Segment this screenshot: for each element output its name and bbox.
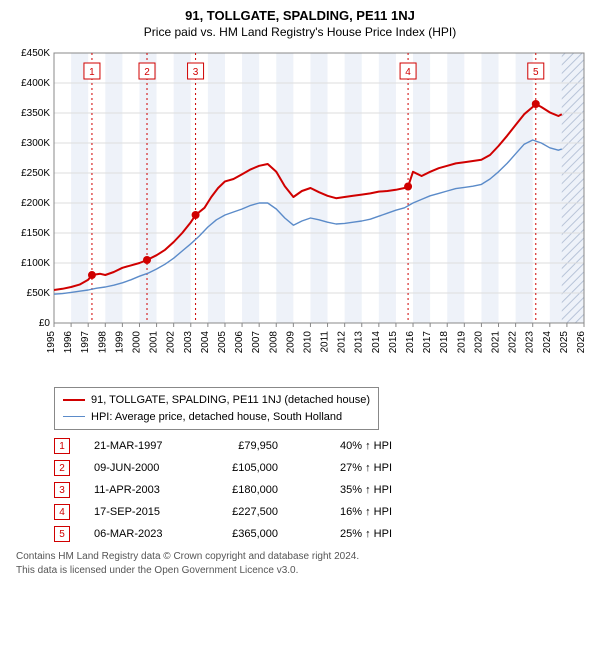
svg-text:2003: 2003 (183, 331, 194, 354)
svg-text:2008: 2008 (268, 331, 279, 354)
svg-text:£250K: £250K (21, 168, 50, 179)
chart-subtitle: Price paid vs. HM Land Registry's House … (6, 25, 594, 39)
svg-text:2000: 2000 (131, 331, 142, 354)
sale-price: £105,000 (208, 462, 278, 474)
legend: 91, TOLLGATE, SPALDING, PE11 1NJ (detach… (54, 387, 379, 430)
svg-text:£50K: £50K (27, 288, 51, 299)
svg-text:2018: 2018 (439, 331, 450, 354)
sale-row: 5 06-MAR-2023 £365,000 25% ↑ HPI (54, 526, 584, 542)
legend-item-property: 91, TOLLGATE, SPALDING, PE11 1NJ (detach… (63, 392, 370, 409)
svg-text:2002: 2002 (166, 331, 177, 354)
svg-text:2009: 2009 (285, 331, 296, 354)
sale-row: 3 11-APR-2003 £180,000 35% ↑ HPI (54, 482, 584, 498)
chart-title: 91, TOLLGATE, SPALDING, PE11 1NJ (6, 8, 594, 23)
sale-date: 06-MAR-2023 (94, 528, 184, 540)
sale-row: 2 09-JUN-2000 £105,000 27% ↑ HPI (54, 460, 584, 476)
sale-row: 4 17-SEP-2015 £227,500 16% ↑ HPI (54, 504, 584, 520)
svg-text:2015: 2015 (388, 331, 399, 354)
svg-text:2007: 2007 (251, 331, 262, 354)
svg-text:£100K: £100K (21, 258, 50, 269)
svg-text:2005: 2005 (217, 331, 228, 354)
svg-text:2024: 2024 (542, 331, 553, 354)
sale-price: £365,000 (208, 528, 278, 540)
sale-date: 17-SEP-2015 (94, 506, 184, 518)
svg-text:2012: 2012 (337, 331, 348, 354)
sale-date: 21-MAR-1997 (94, 440, 184, 452)
svg-text:2013: 2013 (354, 331, 365, 354)
legend-item-hpi: HPI: Average price, detached house, Sout… (63, 409, 370, 426)
svg-text:2016: 2016 (405, 331, 416, 354)
svg-text:2006: 2006 (234, 331, 245, 354)
sale-date: 09-JUN-2000 (94, 462, 184, 474)
svg-text:1999: 1999 (114, 331, 125, 354)
svg-text:2004: 2004 (200, 331, 211, 354)
legend-label: HPI: Average price, detached house, Sout… (91, 409, 342, 426)
svg-text:£150K: £150K (21, 228, 50, 239)
svg-text:£0: £0 (39, 318, 51, 329)
svg-text:£450K: £450K (21, 48, 50, 59)
svg-text:2017: 2017 (422, 331, 433, 354)
svg-text:5: 5 (533, 67, 539, 78)
sale-diff: 40% ↑ HPI (302, 440, 392, 452)
sale-table: 1 21-MAR-1997 £79,950 40% ↑ HPI 2 09-JUN-2000… (54, 438, 584, 542)
svg-text:2010: 2010 (302, 331, 313, 354)
sale-number-box: 3 (54, 482, 70, 498)
svg-text:2020: 2020 (473, 331, 484, 354)
sale-number-box: 5 (54, 526, 70, 542)
svg-text:3: 3 (193, 67, 199, 78)
svg-text:£400K: £400K (21, 78, 50, 89)
svg-text:1998: 1998 (97, 331, 108, 354)
footer-line: Contains HM Land Registry data © Crown c… (16, 550, 584, 564)
sale-diff: 25% ↑ HPI (302, 528, 392, 540)
sale-number-box: 1 (54, 438, 70, 454)
svg-text:2011: 2011 (320, 331, 331, 353)
svg-text:2021: 2021 (491, 331, 502, 354)
sale-diff: 35% ↑ HPI (302, 484, 392, 496)
sale-price: £227,500 (208, 506, 278, 518)
svg-text:£200K: £200K (21, 198, 50, 209)
svg-text:2: 2 (144, 67, 150, 78)
svg-text:2026: 2026 (576, 331, 587, 354)
svg-text:4: 4 (405, 67, 411, 78)
svg-text:2023: 2023 (525, 331, 536, 354)
sale-price: £79,950 (208, 440, 278, 452)
svg-text:£350K: £350K (21, 108, 50, 119)
chart: £0 £50K £100K £150K £200K £250K £300K £350K £400… (6, 43, 594, 383)
svg-text:2022: 2022 (508, 331, 519, 354)
sale-number-box: 2 (54, 460, 70, 476)
legend-label: 91, TOLLGATE, SPALDING, PE11 1NJ (detach… (91, 392, 370, 409)
sale-row: 1 21-MAR-1997 £79,950 40% ↑ HPI (54, 438, 584, 454)
svg-text:1: 1 (89, 67, 95, 78)
svg-text:1996: 1996 (63, 331, 74, 354)
footer-line: This data is licensed under the Open Gov… (16, 564, 584, 578)
svg-text:2019: 2019 (456, 331, 467, 354)
sale-date: 11-APR-2003 (94, 484, 184, 496)
sale-diff: 27% ↑ HPI (302, 462, 392, 474)
svg-text:2014: 2014 (371, 331, 382, 354)
svg-text:£300K: £300K (21, 138, 50, 149)
svg-text:2001: 2001 (149, 331, 160, 354)
svg-text:1997: 1997 (80, 331, 91, 354)
sale-diff: 16% ↑ HPI (302, 506, 392, 518)
sale-price: £180,000 (208, 484, 278, 496)
sale-number-box: 4 (54, 504, 70, 520)
footer: Contains HM Land Registry data © Crown c… (16, 550, 584, 578)
svg-text:2025: 2025 (559, 331, 570, 354)
svg-text:1995: 1995 (46, 331, 57, 354)
